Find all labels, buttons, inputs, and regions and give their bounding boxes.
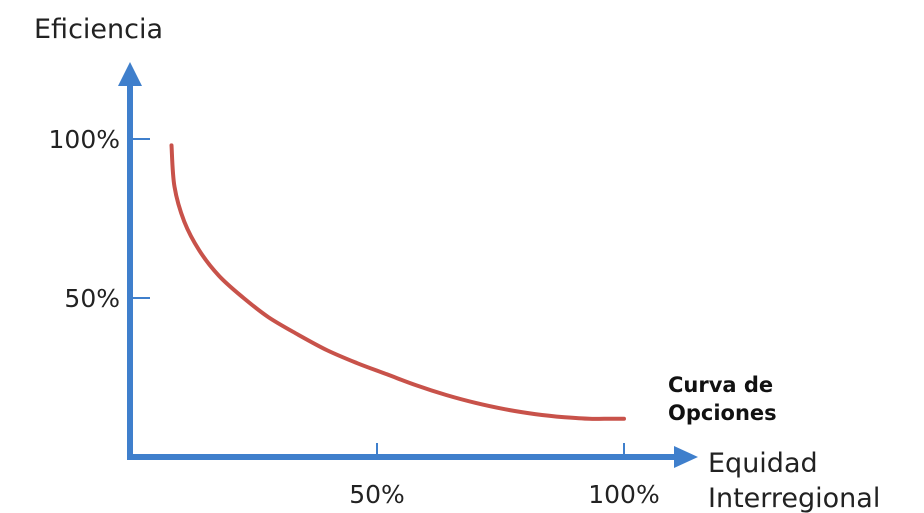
- x-tick-label: 100%: [588, 480, 659, 509]
- x-axis: [127, 446, 698, 468]
- curva-de-opciones-line: [169, 143, 626, 421]
- y-axis-arrowhead: [118, 62, 142, 86]
- x-axis-label-line-1: Equidad: [708, 448, 818, 479]
- x-axis-arrowhead: [674, 446, 698, 468]
- y-tick-label: 100%: [49, 125, 120, 154]
- ticks: 100% 50% 50% 100%: [49, 125, 660, 509]
- x-tick-label: 50%: [349, 480, 405, 509]
- y-axis: [118, 62, 142, 460]
- curve-label-line-1: Curva de: [668, 373, 773, 397]
- y-tick-label: 50%: [64, 284, 120, 313]
- x-axis-label-line-2: Interregional: [708, 483, 880, 513]
- curve-label-line-2: Opciones: [668, 401, 777, 425]
- y-axis-label: Eficiencia: [34, 14, 163, 45]
